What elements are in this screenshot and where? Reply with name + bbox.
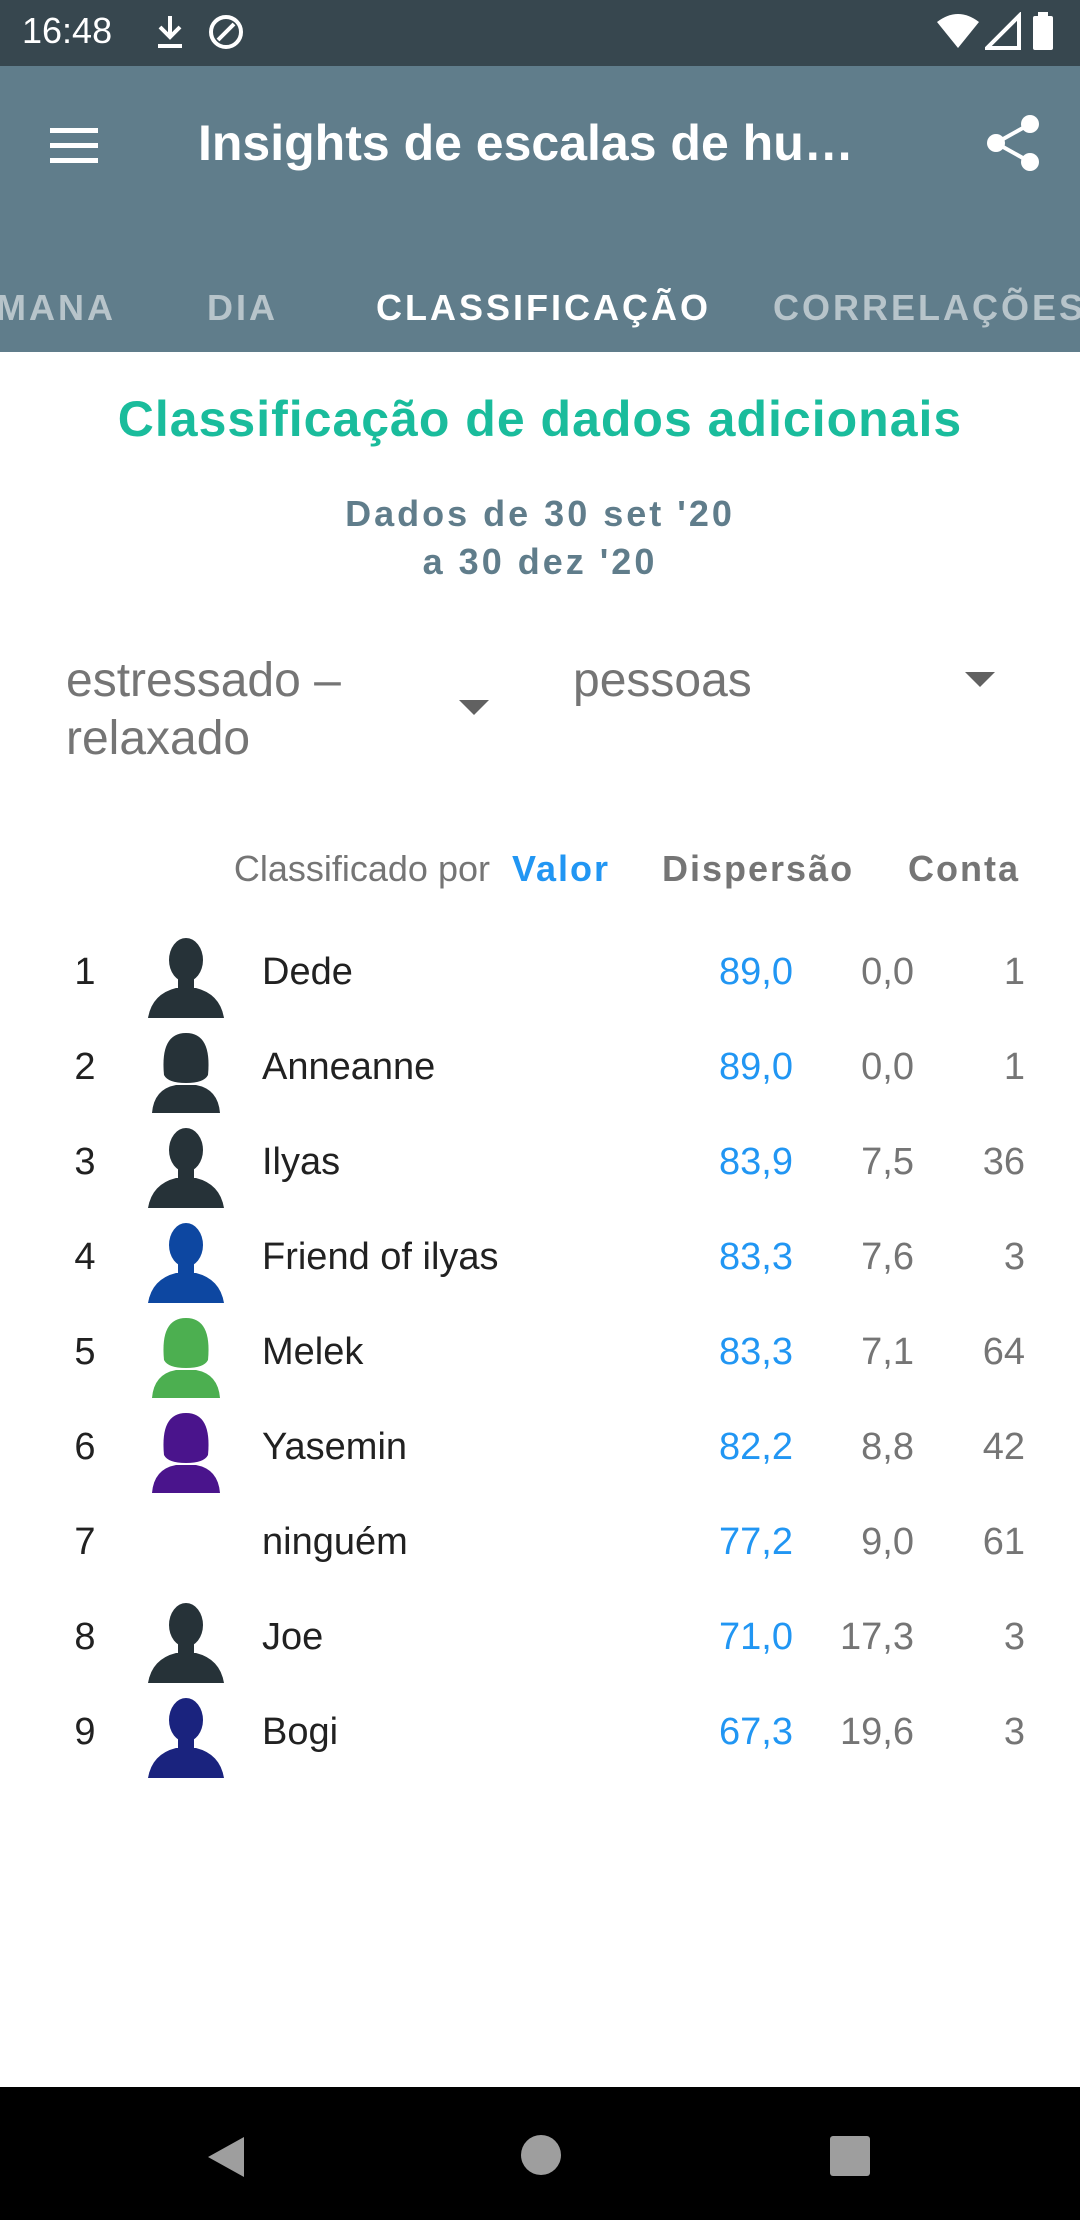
value-cell: 71,0 [719, 1616, 793, 1658]
female-silhouette-icon [152, 1413, 220, 1493]
count-cell: 36 [982, 1141, 1025, 1183]
person-name: Yasemin [262, 1426, 408, 1468]
person-name: ninguém [262, 1521, 408, 1563]
person-name: Ilyas [262, 1141, 341, 1183]
list-item[interactable]: 7 ninguém 77,2 9,0 61 [0, 1499, 1080, 1594]
menu-icon[interactable] [44, 120, 104, 170]
dispersion-cell: 0,0 [861, 1046, 914, 1088]
scale-dropdown[interactable]: estressado – relaxado [66, 652, 396, 768]
sort-header: Classificado por Valor Dispersão Conta [0, 848, 1080, 898]
tab-classificacao[interactable]: CLASSIFICAÇÃO [376, 287, 711, 328]
male-silhouette-icon [148, 1698, 224, 1778]
date-range-end: a 30 dez '20 [422, 541, 658, 582]
rank-number: 8 [74, 1616, 96, 1658]
count-cell: 3 [1003, 1711, 1025, 1753]
rank-number: 3 [74, 1141, 96, 1183]
male-silhouette-icon [148, 1128, 224, 1208]
dispersion-cell: 17,3 [840, 1616, 914, 1658]
dispersion-cell: 9,0 [861, 1521, 914, 1563]
list-item[interactable]: 5 Melek 83,3 7,1 64 [0, 1309, 1080, 1404]
person-name: Joe [262, 1616, 324, 1658]
value-cell: 89,0 [719, 951, 793, 993]
dispersion-cell: 0,0 [861, 951, 914, 993]
rank-number: 1 [74, 951, 96, 993]
person-name: Dede [262, 951, 353, 993]
sorted-by-label: Classificado por [233, 848, 490, 889]
male-silhouette-icon [148, 1603, 224, 1683]
person-name: Friend of ilyas [262, 1236, 499, 1278]
tab-correlacoes[interactable]: CORRELAÇÕES [773, 287, 1080, 328]
value-cell: 83,9 [719, 1141, 793, 1183]
rank-number: 7 [74, 1521, 96, 1563]
app-bar: Insights de escalas de hu… MANA DIA CLAS… [0, 66, 1080, 352]
value-cell: 82,2 [719, 1426, 793, 1468]
rank-number: 4 [74, 1236, 96, 1278]
dispersion-cell: 7,6 [861, 1236, 914, 1278]
dispersion-cell: 8,8 [861, 1426, 914, 1468]
download-icon [158, 16, 182, 48]
value-cell: 83,3 [719, 1331, 793, 1373]
date-range-start: Dados de 30 set '20 [345, 493, 735, 534]
battery-icon [1033, 12, 1053, 50]
rank-number: 9 [74, 1711, 96, 1753]
female-silhouette-icon [152, 1033, 220, 1113]
group-dropdown[interactable]: pessoas [573, 652, 903, 710]
value-cell: 89,0 [719, 1046, 793, 1088]
list-item[interactable]: 2 Anneanne 89,0 0,0 1 [0, 1024, 1080, 1119]
scale-dropdown-arrow-icon[interactable] [459, 700, 489, 715]
person-name: Bogi [262, 1711, 339, 1753]
wifi-icon [937, 14, 979, 48]
sort-by-dispersion[interactable]: Dispersão [662, 848, 855, 889]
tab-dia[interactable]: DIA [207, 287, 278, 328]
sort-by-value[interactable]: Valor [512, 848, 611, 889]
count-cell: 3 [1003, 1616, 1025, 1658]
rank-number: 5 [74, 1331, 96, 1373]
back-icon[interactable] [204, 2135, 248, 2179]
count-cell: 42 [982, 1426, 1025, 1468]
count-cell: 61 [982, 1521, 1025, 1563]
rank-number: 6 [74, 1426, 96, 1468]
share-icon[interactable] [980, 110, 1046, 176]
tab-bar: MANA DIA CLASSIFICAÇÃO CORRELAÇÕES [0, 262, 1080, 352]
list-item[interactable]: 4 Friend of ilyas 83,3 7,6 3 [0, 1214, 1080, 1309]
recents-icon[interactable] [829, 2135, 871, 2177]
status-bar: 16:48 [0, 0, 1080, 66]
value-cell: 67,3 [719, 1711, 793, 1753]
list-item[interactable]: 8 Joe 71,0 17,3 3 [0, 1594, 1080, 1689]
home-icon[interactable] [519, 2133, 563, 2177]
group-dropdown-arrow-icon[interactable] [965, 672, 995, 687]
date-range: Dados de 30 set '20 a 30 dez '20 [0, 490, 1080, 586]
data-saver-icon [209, 15, 243, 49]
group-dropdown-value: pessoas [573, 654, 752, 707]
male-silhouette-icon [148, 1223, 224, 1303]
list-item[interactable]: 9 Bogi 67,3 19,6 3 [0, 1689, 1080, 1784]
page-title: Insights de escalas de hu… [198, 115, 854, 171]
status-time: 16:48 [22, 10, 113, 51]
scale-dropdown-value: estressado – relaxado [66, 654, 341, 765]
list-item[interactable]: 3 Ilyas 83,9 7,5 36 [0, 1119, 1080, 1214]
rank-number: 2 [74, 1046, 96, 1088]
count-cell: 1 [1003, 1046, 1025, 1088]
list-item[interactable]: 6 Yasemin 82,2 8,8 42 [0, 1404, 1080, 1499]
dispersion-cell: 7,1 [861, 1331, 914, 1373]
tab-semana[interactable]: MANA [0, 287, 116, 328]
count-cell: 3 [1003, 1236, 1025, 1278]
count-cell: 1 [1003, 951, 1025, 993]
system-nav-bar [0, 2087, 1080, 2220]
person-name: Anneanne [262, 1046, 436, 1088]
person-name: Melek [262, 1331, 364, 1373]
list-item[interactable]: 1 Dede 89,0 0,0 1 [0, 929, 1080, 1024]
cellular-signal-icon [985, 12, 1021, 50]
section-title: Classificação de dados adicionais [117, 391, 963, 447]
count-cell: 64 [982, 1331, 1025, 1373]
value-cell: 83,3 [719, 1236, 793, 1278]
male-silhouette-icon [148, 938, 224, 1018]
value-cell: 77,2 [719, 1521, 793, 1563]
dispersion-cell: 7,5 [861, 1141, 914, 1183]
dispersion-cell: 19,6 [840, 1711, 914, 1753]
sort-by-count[interactable]: Conta [908, 848, 1020, 889]
female-silhouette-icon [152, 1318, 220, 1398]
